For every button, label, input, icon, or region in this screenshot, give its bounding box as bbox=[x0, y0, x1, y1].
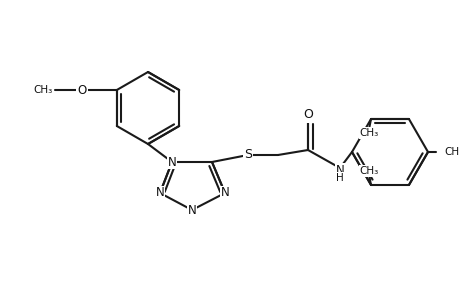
Text: H: H bbox=[336, 173, 343, 183]
Text: N: N bbox=[220, 187, 229, 200]
Text: N: N bbox=[335, 164, 344, 176]
Text: CH₃: CH₃ bbox=[358, 166, 378, 176]
Text: CH₃: CH₃ bbox=[34, 85, 53, 95]
Text: CH₃: CH₃ bbox=[358, 128, 378, 138]
Text: O: O bbox=[77, 83, 86, 97]
Text: O: O bbox=[302, 109, 312, 122]
Text: N: N bbox=[187, 203, 196, 217]
Text: N: N bbox=[167, 155, 176, 169]
Text: CH₃: CH₃ bbox=[443, 147, 459, 157]
Text: N: N bbox=[155, 187, 164, 200]
Text: S: S bbox=[243, 148, 252, 161]
